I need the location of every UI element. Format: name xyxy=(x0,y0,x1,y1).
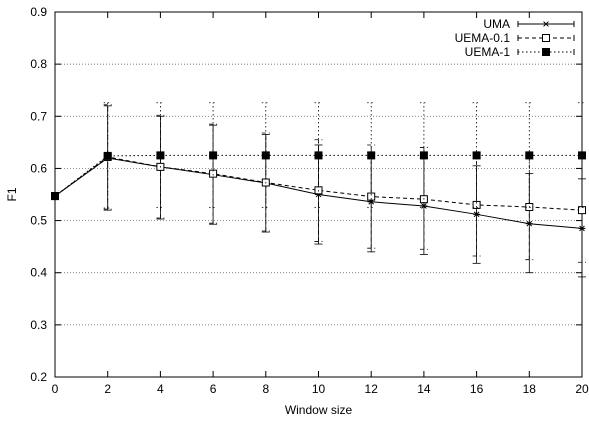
legend-label: UEMA-1 xyxy=(465,45,511,59)
series-uema-1 xyxy=(51,102,586,209)
x-tick-label: 18 xyxy=(523,382,537,396)
x-tick-label: 20 xyxy=(575,382,589,396)
y-tick-label: 0.6 xyxy=(30,161,47,175)
x-tick-label: 10 xyxy=(312,382,326,396)
series-line xyxy=(54,156,583,211)
legend-label: UEMA-0.1 xyxy=(455,31,511,45)
y-tick-label: 0.2 xyxy=(30,370,47,384)
data-point xyxy=(367,151,376,160)
x-tick-label: 6 xyxy=(210,382,217,396)
y-axis-title: F1 xyxy=(5,187,19,201)
y-tick-label: 0.4 xyxy=(30,266,47,280)
x-tick-label: 14 xyxy=(417,382,431,396)
legend-label: UMA xyxy=(483,17,510,31)
x-tick-label: 12 xyxy=(365,382,379,396)
y-tick-label: 0.5 xyxy=(30,214,47,228)
x-tick-label: 0 xyxy=(52,382,59,396)
data-point xyxy=(525,151,534,160)
y-tick-label: 0.7 xyxy=(30,109,47,123)
data-point xyxy=(473,211,481,218)
x-tick-label: 2 xyxy=(104,382,111,396)
axes: 0.2 0.3 0.4 0.5 0.6 0.7 0.8 0.9 0 2 4 6 8 10 12 14 16 18 2… xyxy=(30,5,589,396)
x-axis-title: Window size xyxy=(285,403,353,417)
series-layer xyxy=(51,102,586,278)
data-point xyxy=(261,151,270,160)
data-point xyxy=(51,192,59,201)
data-point xyxy=(419,151,428,160)
y-tick-label: 0.9 xyxy=(30,5,47,19)
data-point xyxy=(103,151,112,160)
data-point xyxy=(314,151,323,160)
x-tick-label: 8 xyxy=(262,382,269,396)
data-point xyxy=(156,151,165,160)
legend-marker xyxy=(542,21,550,27)
data-point xyxy=(578,225,586,232)
x-tick-label: 4 xyxy=(157,382,164,396)
data-point xyxy=(472,151,481,160)
x-tick-label: 16 xyxy=(470,382,484,396)
y-tick-label: 0.3 xyxy=(30,318,47,332)
data-point xyxy=(472,200,481,209)
legend-marker xyxy=(542,48,550,56)
legend-marker xyxy=(542,34,550,42)
grid xyxy=(55,63,582,326)
data-point xyxy=(209,151,218,160)
data-point xyxy=(578,151,586,160)
series-uema-0-1 xyxy=(51,104,586,263)
y-tick-label: 0.8 xyxy=(30,57,47,71)
data-point xyxy=(367,192,376,201)
